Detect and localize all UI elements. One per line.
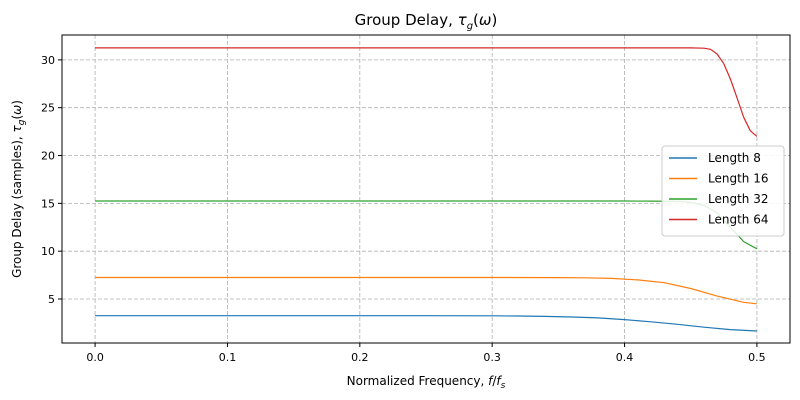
legend: Length 8 Length 16 Length 32 Length 64 — [661, 145, 785, 237]
y-axis-ticks: 5 10 15 20 25 30 — [41, 54, 62, 306]
legend-box — [661, 145, 785, 237]
legend-label: Length 16 — [708, 172, 768, 186]
series-line-1 — [95, 315, 757, 332]
series-line-2 — [95, 276, 757, 305]
legend-label: Length 32 — [708, 192, 768, 206]
x-tick-label: 0.2 — [351, 351, 369, 364]
y-tick-label: 30 — [41, 54, 55, 67]
chart-title: Group Delay, τg(ω) — [355, 11, 498, 32]
y-tick-label: 5 — [48, 293, 55, 306]
x-tick-label: 0.4 — [616, 351, 634, 364]
x-axis-label: Normalized Frequency, f/fs — [347, 374, 506, 391]
series-line-4 — [95, 47, 758, 137]
x-tick-label: 0.5 — [748, 351, 766, 364]
x-tick-label: 0.0 — [86, 351, 104, 364]
legend-label: Length 8 — [708, 151, 761, 165]
y-tick-label: 25 — [41, 102, 55, 115]
y-axis-label: Group Delay (samples), τg(ω) — [10, 100, 27, 278]
plot-frame — [61, 34, 791, 344]
x-tick-label: 0.1 — [219, 351, 237, 364]
y-tick-label: 20 — [41, 150, 55, 163]
y-tick-label: 15 — [41, 197, 55, 210]
x-tick-label: 0.3 — [483, 351, 501, 364]
x-axis-ticks: 0.0 0.1 0.2 0.3 0.4 0.5 — [86, 343, 766, 364]
legend-label: Length 64 — [708, 213, 768, 227]
y-tick-label: 10 — [41, 245, 55, 258]
